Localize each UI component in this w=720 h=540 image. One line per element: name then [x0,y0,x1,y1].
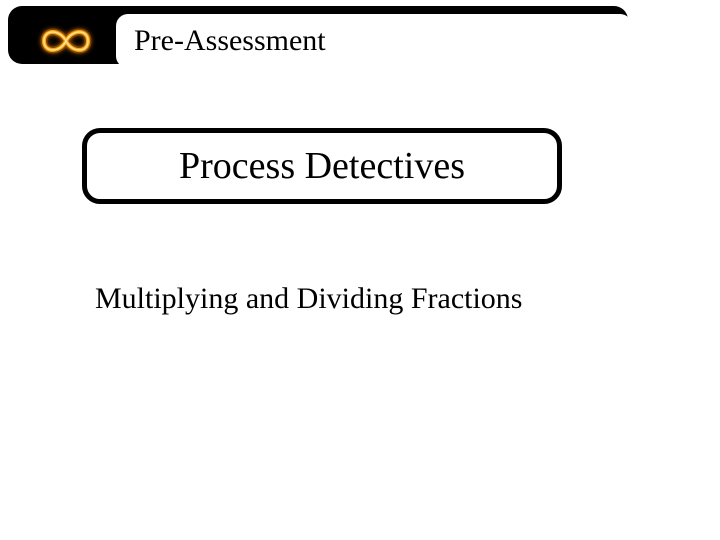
header-label: Pre-Assessment [134,24,326,58]
header-bar: Pre-Assessment [8,6,628,64]
infinity-logo-icon [26,14,106,68]
main-title-label: Process Detectives [179,144,465,188]
main-title-box: Process Detectives [82,128,562,204]
subtitle-text: Multiplying and Dividing Fractions [95,282,523,316]
header-label-box: Pre-Assessment [116,14,632,68]
